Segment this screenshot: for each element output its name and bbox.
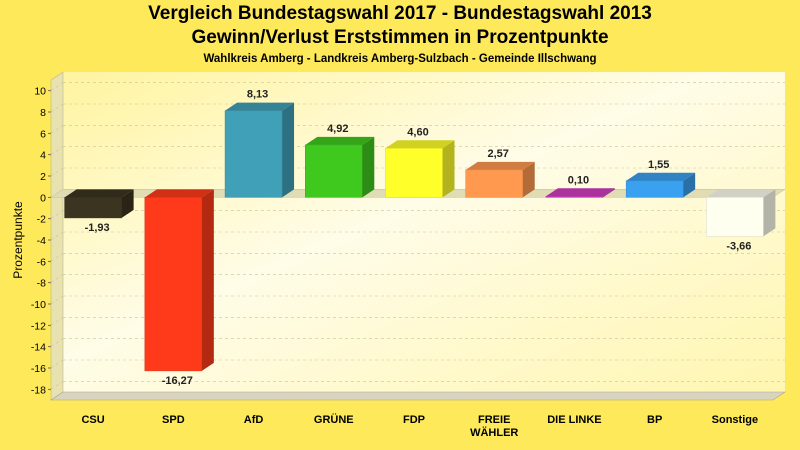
y-tick-label: -18 bbox=[31, 384, 46, 396]
bar-side bbox=[121, 189, 134, 218]
x-tick-label: DIE LINKE bbox=[547, 414, 601, 426]
bar bbox=[545, 196, 604, 198]
y-tick-label: -2 bbox=[37, 214, 46, 226]
gridline-side bbox=[50, 167, 64, 177]
data-label: 1,55 bbox=[648, 159, 669, 171]
gridline-side bbox=[50, 82, 64, 91]
y-tick-label: -14 bbox=[31, 342, 46, 354]
bar-side bbox=[201, 189, 214, 371]
gridline-side bbox=[50, 274, 64, 283]
x-tick-label: SPD bbox=[162, 414, 185, 426]
bar-side bbox=[362, 136, 375, 198]
y-tick-label: -16 bbox=[31, 363, 46, 375]
bar-top bbox=[385, 140, 455, 149]
data-label: -3,66 bbox=[726, 240, 751, 252]
y-tick-label: -12 bbox=[31, 320, 46, 332]
x-tick-label: FREIE bbox=[478, 414, 510, 426]
bar bbox=[224, 110, 283, 198]
bar-side bbox=[442, 140, 455, 198]
data-label: 2,57 bbox=[488, 148, 509, 160]
y-tick-label: -8 bbox=[37, 278, 46, 290]
y-tick-label: -6 bbox=[37, 256, 46, 268]
x-tick-label: CSU bbox=[81, 414, 104, 426]
bar bbox=[385, 148, 443, 198]
y-axis-label: Prozentpunkte bbox=[11, 201, 25, 279]
x-tick-label: WÄHLER bbox=[470, 426, 518, 439]
gridline-side bbox=[50, 231, 64, 241]
bar bbox=[305, 144, 363, 198]
gridline-side bbox=[50, 317, 64, 326]
y-tick-label: 10 bbox=[34, 86, 46, 98]
bar-side bbox=[683, 172, 696, 198]
gridline-side bbox=[50, 359, 64, 369]
x-tick-label: FDP bbox=[403, 414, 425, 426]
bar bbox=[625, 180, 684, 198]
x-tick-label: GRÜNE bbox=[314, 413, 354, 426]
y-tick-label: 0 bbox=[40, 192, 46, 204]
y-tick-label: 8 bbox=[40, 107, 46, 119]
gridline-side bbox=[50, 146, 64, 155]
gridline-side bbox=[50, 125, 64, 134]
y-tick-label: 4 bbox=[40, 150, 46, 162]
bar bbox=[465, 169, 523, 198]
bar-top bbox=[706, 189, 776, 198]
x-tick-label: BP bbox=[647, 414, 662, 426]
data-label: 4,60 bbox=[407, 126, 428, 138]
chart-title: Vergleich Bundestagswahl 2017 - Bundesta… bbox=[148, 3, 652, 24]
data-label: 0,10 bbox=[568, 174, 589, 186]
data-label: 8,13 bbox=[247, 89, 268, 101]
y-tick-label: -10 bbox=[31, 299, 46, 311]
chart-subtitle: Gewinn/Verlust Erststimmen in Prozentpun… bbox=[191, 27, 609, 48]
bar-side bbox=[763, 189, 776, 237]
bar-side bbox=[602, 188, 615, 198]
bar-side bbox=[282, 102, 295, 198]
bar-top bbox=[545, 188, 615, 197]
gridline-side bbox=[50, 103, 64, 113]
data-label: -1,93 bbox=[85, 222, 110, 234]
gridline-side bbox=[50, 295, 64, 305]
y-tick-label: 2 bbox=[40, 171, 46, 183]
plot-floor bbox=[50, 391, 786, 401]
bar bbox=[144, 197, 203, 372]
bar bbox=[64, 197, 122, 219]
bar-top bbox=[626, 172, 696, 181]
bar-top bbox=[64, 189, 134, 198]
x-tick-label: Sonstige bbox=[712, 414, 758, 426]
x-tick-label: AfD bbox=[244, 414, 264, 426]
bar-top bbox=[144, 189, 214, 198]
gridline-side bbox=[50, 210, 64, 219]
chart-caption: Wahlkreis Amberg - Landkreis Amberg-Sulz… bbox=[203, 53, 597, 65]
bar-top bbox=[465, 161, 535, 170]
gridline-side bbox=[50, 253, 64, 262]
bar-side bbox=[522, 161, 535, 198]
bar-top bbox=[305, 136, 375, 145]
data-label: -16,27 bbox=[162, 375, 193, 387]
data-label: 4,92 bbox=[327, 123, 348, 135]
y-tick-label: 6 bbox=[40, 128, 46, 140]
gridline-side bbox=[50, 338, 64, 347]
y-tick-label: -4 bbox=[37, 235, 46, 247]
bar-top bbox=[225, 102, 295, 111]
bar bbox=[706, 197, 764, 237]
gridline-side bbox=[50, 381, 64, 390]
